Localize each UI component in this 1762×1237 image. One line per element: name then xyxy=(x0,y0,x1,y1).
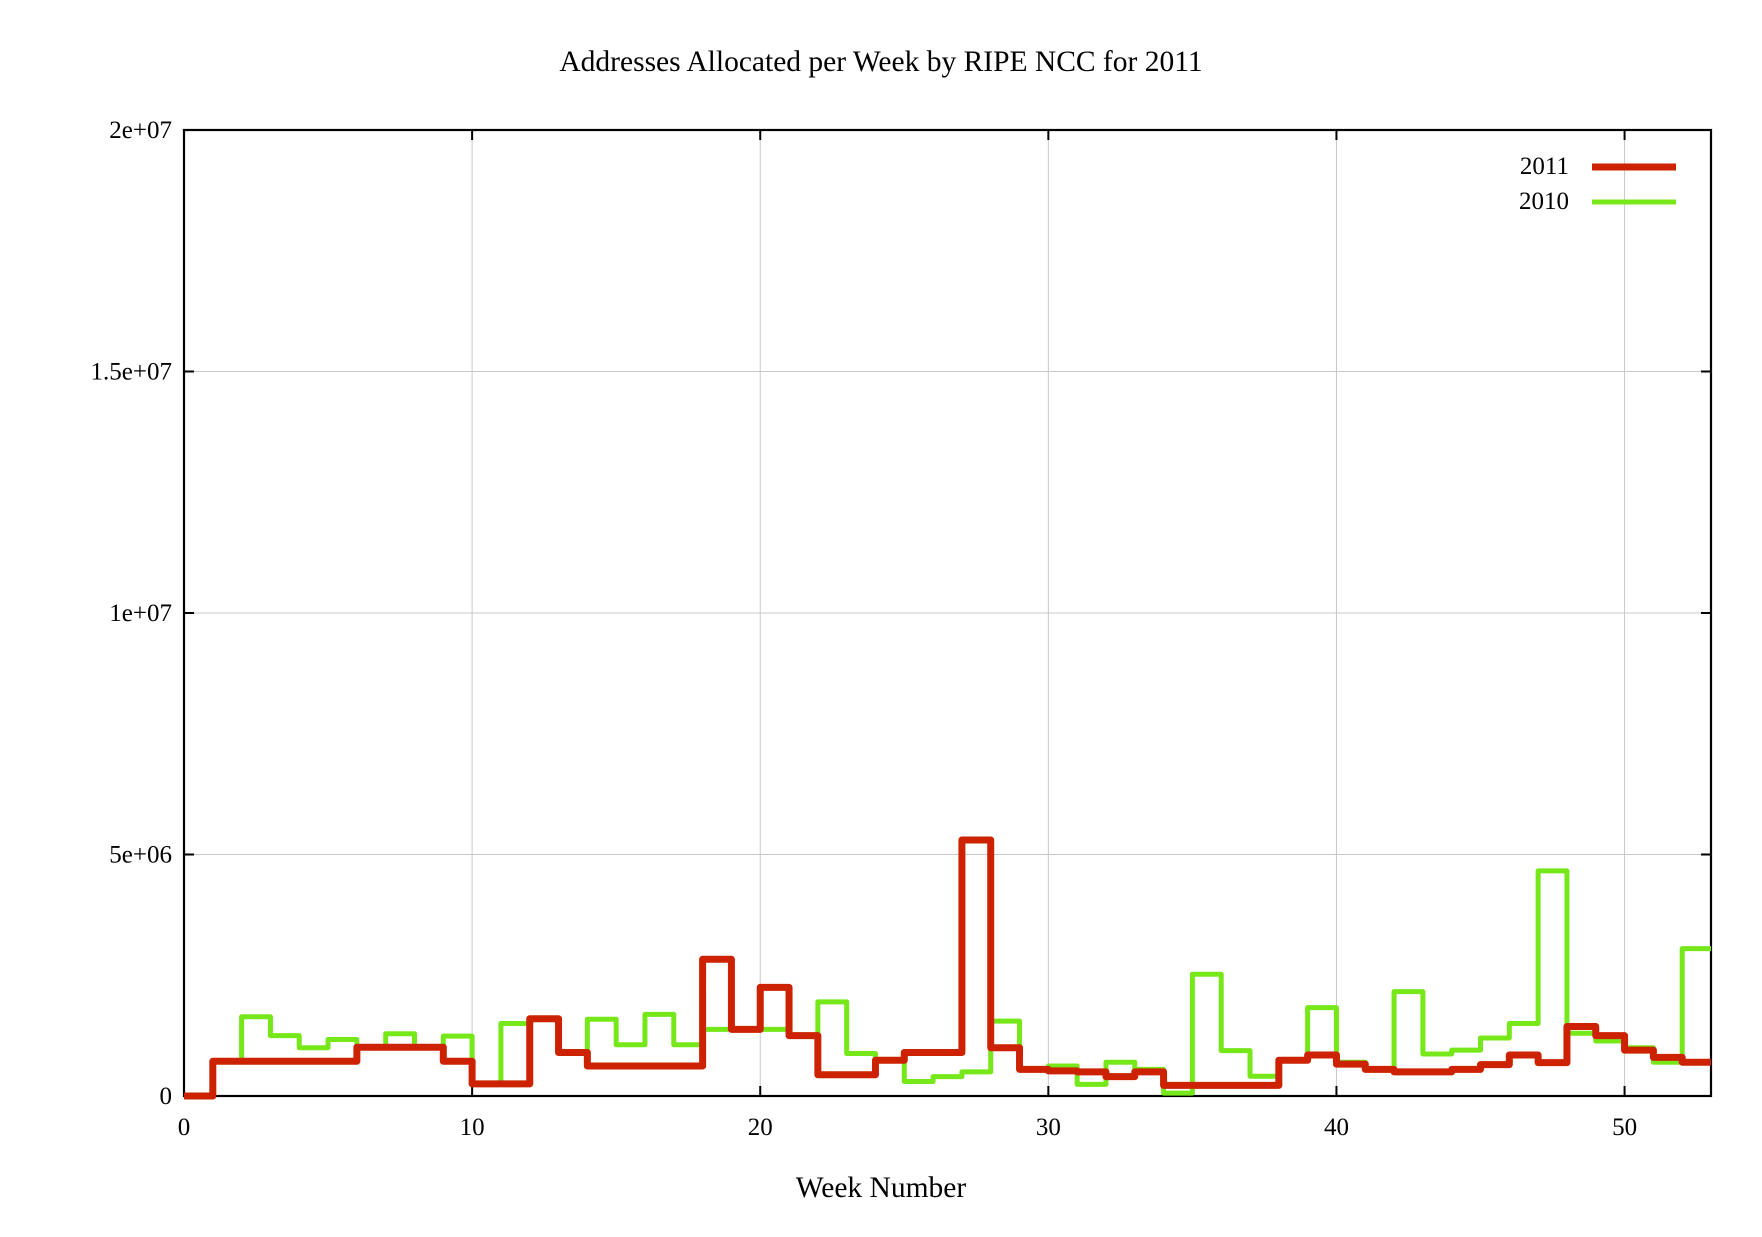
svg-text:0: 0 xyxy=(160,1083,173,1110)
svg-text:5e+06: 5e+06 xyxy=(109,842,172,869)
svg-text:20: 20 xyxy=(748,1114,773,1141)
svg-text:2010: 2010 xyxy=(1519,188,1569,215)
svg-text:2011: 2011 xyxy=(1520,153,1569,180)
svg-text:50: 50 xyxy=(1612,1114,1637,1141)
svg-text:0: 0 xyxy=(178,1114,191,1141)
svg-text:1e+07: 1e+07 xyxy=(109,600,172,627)
svg-text:30: 30 xyxy=(1036,1114,1061,1141)
svg-text:40: 40 xyxy=(1324,1114,1349,1141)
svg-text:1.5e+07: 1.5e+07 xyxy=(91,359,172,386)
svg-text:2e+07: 2e+07 xyxy=(109,117,172,144)
svg-text:10: 10 xyxy=(460,1114,485,1141)
